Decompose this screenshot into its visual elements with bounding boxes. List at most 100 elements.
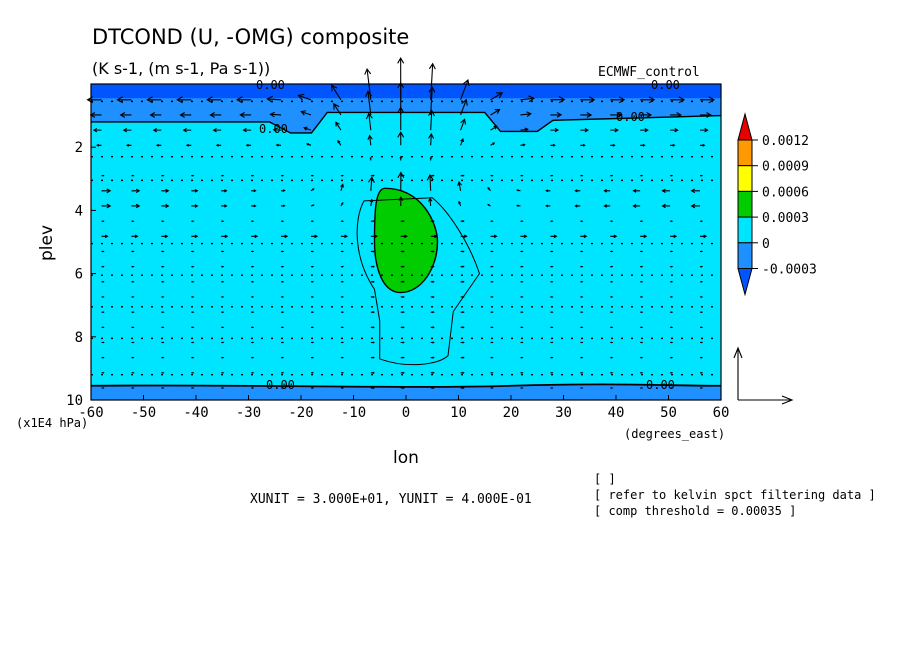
wind-arrow bbox=[520, 143, 526, 147]
wind-arrow bbox=[161, 280, 165, 283]
wind-arrow bbox=[490, 92, 504, 101]
wind-arrow bbox=[310, 296, 315, 298]
wind-arrow bbox=[700, 371, 704, 374]
wind-arrow bbox=[610, 387, 614, 389]
wind-arrow bbox=[310, 234, 319, 239]
wind-arrow bbox=[460, 265, 465, 268]
wind-arrow bbox=[221, 189, 228, 193]
wind-arrow bbox=[310, 387, 315, 389]
wind-arrow bbox=[580, 265, 584, 268]
wind-arrow bbox=[700, 220, 704, 223]
wind-arrow bbox=[670, 371, 674, 374]
wind-arrow bbox=[370, 234, 378, 239]
wind-arrow bbox=[251, 280, 255, 283]
wind-arrow bbox=[370, 386, 375, 390]
colorbar-bottom-arrow bbox=[737, 268, 753, 297]
y-axis-label: plev bbox=[37, 225, 57, 261]
wind-arrow bbox=[670, 143, 676, 147]
wind-arrow bbox=[670, 250, 674, 253]
wind-arrow bbox=[281, 371, 285, 374]
wind-arrow bbox=[430, 386, 435, 390]
wind-arrow bbox=[281, 234, 289, 239]
wind-arrow bbox=[365, 90, 372, 116]
wind-arrow bbox=[185, 143, 192, 147]
wind-arrow bbox=[122, 127, 132, 133]
wind-arrow bbox=[131, 220, 135, 223]
wind-arrow bbox=[340, 296, 345, 298]
wind-arrow bbox=[610, 234, 618, 239]
wind-arrow bbox=[430, 219, 435, 223]
wind-arrow bbox=[640, 356, 644, 359]
wind-arrow bbox=[700, 143, 706, 147]
wind-arrow bbox=[191, 204, 199, 208]
fill-heating-max bbox=[373, 187, 439, 294]
wind-arrow bbox=[550, 265, 554, 268]
wind-arrow bbox=[700, 250, 704, 253]
x-units-label: (degrees_east) bbox=[624, 427, 725, 441]
wind-arrow bbox=[340, 371, 345, 374]
colorbar-label: -0.0003 bbox=[762, 263, 817, 278]
wind-arrow bbox=[670, 174, 674, 177]
wind-arrow bbox=[520, 127, 529, 132]
wind-arrow bbox=[95, 143, 102, 147]
wind-arrow bbox=[428, 132, 435, 146]
wind-arrow bbox=[430, 326, 435, 329]
wind-arrow bbox=[700, 387, 704, 389]
wind-arrow bbox=[221, 311, 225, 314]
x-tick-label: 30 bbox=[555, 405, 572, 421]
wind-arrow bbox=[221, 341, 225, 344]
wind-arrow bbox=[580, 250, 584, 253]
wind-arrow bbox=[337, 139, 342, 146]
wind-arrow bbox=[610, 356, 614, 359]
wind-arrow bbox=[490, 234, 498, 239]
wind-arrow bbox=[280, 189, 286, 192]
wind-arrow bbox=[281, 341, 285, 344]
wind-arrow bbox=[305, 143, 312, 146]
wind-arrow bbox=[92, 127, 102, 133]
wind-arrow bbox=[281, 250, 285, 253]
wind-arrow bbox=[221, 204, 228, 208]
wind-arrow bbox=[251, 204, 257, 208]
contour-line bbox=[90, 383, 722, 388]
x-tick-label: -20 bbox=[288, 405, 313, 421]
wind-arrow bbox=[149, 112, 162, 118]
wind-arrow bbox=[340, 250, 345, 253]
colorbar-label: 0 bbox=[762, 237, 770, 252]
wind-arrow bbox=[335, 121, 342, 131]
wind-arrow bbox=[221, 250, 225, 253]
wind-arrow bbox=[670, 311, 674, 314]
wind-arrow bbox=[490, 341, 494, 344]
wind-arrow bbox=[550, 371, 554, 374]
wind-arrow bbox=[176, 96, 192, 104]
wind-arrow bbox=[430, 295, 435, 299]
wind-arrow bbox=[221, 371, 225, 374]
wind-arrow bbox=[400, 265, 405, 268]
wind-arrow bbox=[251, 174, 255, 177]
wind-arrow bbox=[191, 220, 195, 223]
wind-arrow bbox=[221, 265, 225, 268]
wind-arrow bbox=[460, 386, 465, 390]
wind-arrow bbox=[182, 127, 192, 133]
wind-arrow bbox=[251, 326, 255, 329]
wind-arrow bbox=[580, 174, 584, 177]
wind-arrow bbox=[640, 296, 644, 298]
wind-arrow bbox=[640, 341, 644, 344]
wind-arrow bbox=[670, 127, 679, 133]
wind-arrow bbox=[101, 311, 105, 314]
wind-arrow bbox=[251, 311, 255, 314]
colorbar-segment bbox=[737, 139, 753, 167]
wind-arrow bbox=[397, 171, 405, 191]
wind-arrow bbox=[155, 143, 162, 147]
wind-arrow bbox=[640, 112, 653, 118]
wind-arrow bbox=[369, 198, 374, 207]
wind-arrow bbox=[426, 173, 434, 191]
wind-arrow bbox=[310, 341, 315, 344]
wind-arrow bbox=[700, 234, 708, 239]
wind-arrow bbox=[550, 234, 558, 239]
wind-arrow bbox=[161, 356, 165, 359]
y-units-label: (x1E4 hPa) bbox=[16, 416, 88, 430]
wind-arrow bbox=[640, 127, 649, 133]
wind-arrow bbox=[610, 371, 614, 374]
wind-arrow bbox=[640, 220, 644, 223]
wind-arrow bbox=[610, 143, 616, 147]
